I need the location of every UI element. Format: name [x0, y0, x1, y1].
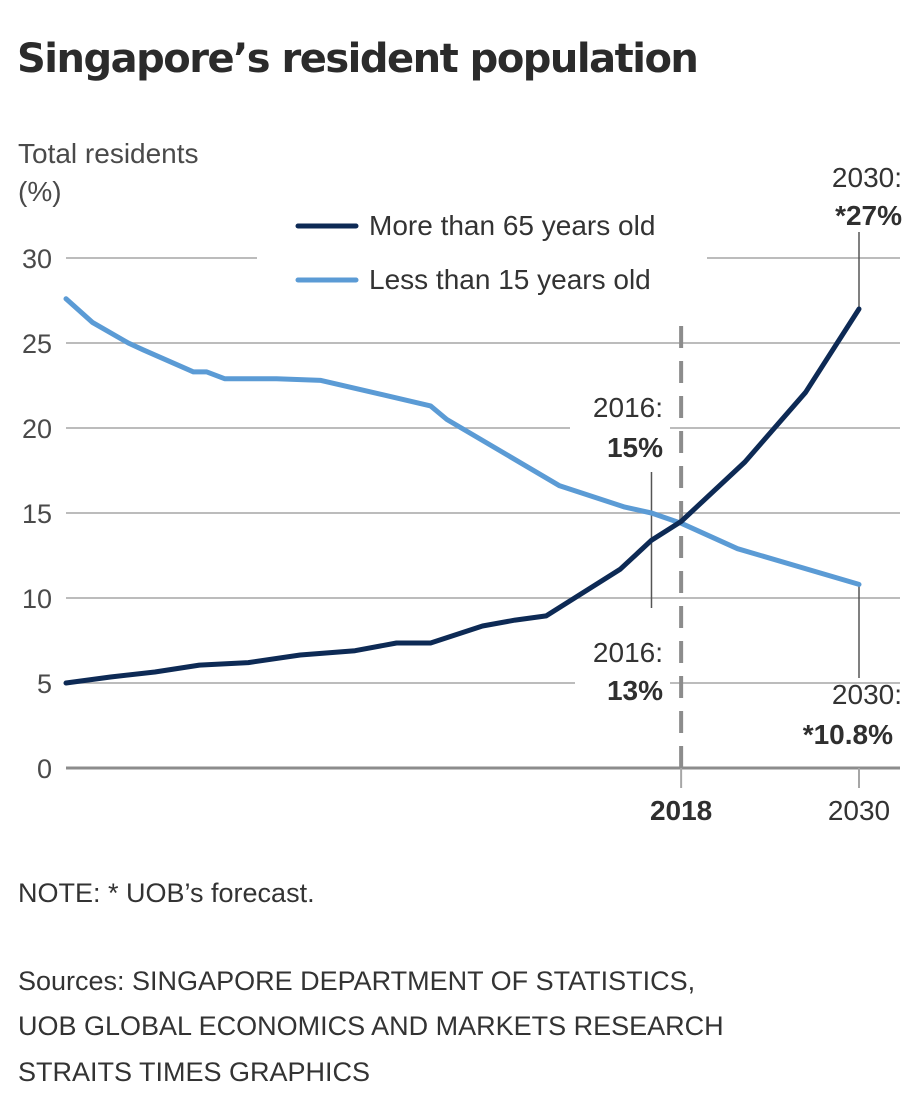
annotation-over65-2030-year: 2030: [832, 162, 902, 193]
annotation-under15-2016-year: 2016: [593, 392, 663, 423]
series-line-over-65 [63, 306, 862, 686]
series-line-under-15 [63, 296, 862, 587]
y-tick-label-0: 0 [37, 754, 52, 784]
y-tick-label-10: 10 [22, 584, 52, 614]
source-line-1: Sources: SINGAPORE DEPARTMENT OF STATIST… [18, 966, 696, 996]
y-tick-label-25: 25 [22, 329, 52, 359]
annotation-bg [575, 632, 670, 712]
y-axis-title-line-1: Total residents [18, 138, 199, 169]
y-tick-label-15: 15 [22, 499, 52, 529]
y-tick-label-30: 30 [22, 244, 52, 274]
annotation-over65-2030-value: *27% [835, 200, 902, 231]
y-tick-label-5: 5 [37, 669, 52, 699]
footnote: NOTE: * UOB’s forecast. [18, 878, 315, 908]
y-axis-ticks: 0 5 10 15 20 25 30 [22, 244, 52, 784]
legend-label-under-15: Less than 15 years old [369, 264, 651, 295]
x-axis-ticks: 2018 2030 [650, 768, 890, 826]
source-line-2: UOB GLOBAL ECONOMICS AND MARKETS RESEARC… [18, 1011, 724, 1041]
y-tick-label-20: 20 [22, 414, 52, 444]
x-tick-label-2018: 2018 [650, 795, 712, 826]
series-lines [63, 296, 862, 686]
annotation-over65-2016-year: 2016: [593, 637, 663, 668]
annotation-under15-2016-value: 15% [607, 432, 663, 463]
annotation-under15-2030-value: *10.8% [803, 719, 893, 750]
x-tick-label-2030: 2030 [828, 795, 890, 826]
y-axis-title-line-2: (%) [18, 176, 62, 207]
chart-title: Singapore’s resident population [17, 36, 697, 82]
legend-label-over-65: More than 65 years old [369, 210, 655, 241]
legend: More than 65 years old Less than 15 year… [257, 206, 707, 296]
gridlines [66, 257, 900, 684]
annotation-over65-2016-value: 13% [607, 675, 663, 706]
annotation-bg [570, 380, 670, 470]
annotation-under15-2030-year: 2030: [832, 679, 902, 710]
source-line-3: STRAITS TIMES GRAPHICS [18, 1057, 371, 1087]
